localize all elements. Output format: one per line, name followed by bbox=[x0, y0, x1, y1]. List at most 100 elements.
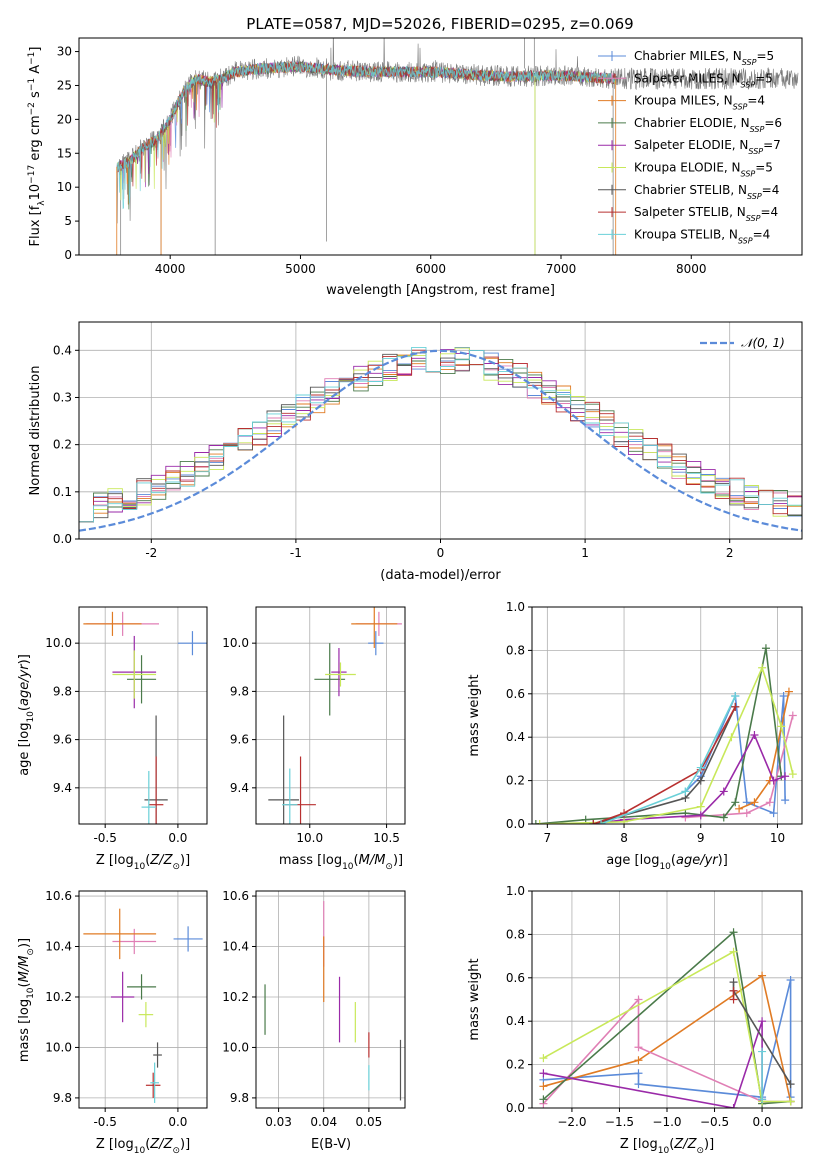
weight-series-line bbox=[758, 1047, 767, 1104]
data-point bbox=[83, 908, 157, 960]
series-marker bbox=[758, 1095, 767, 1104]
data-point bbox=[127, 974, 157, 1000]
x-tick-label: -1 bbox=[290, 546, 302, 560]
y-tick-label: 10.6 bbox=[222, 889, 249, 903]
x-tick-label: 0.0 bbox=[168, 1115, 187, 1129]
series-marker bbox=[777, 722, 786, 731]
panel-mass-weight-vs-age: 7 8 9 10 0.0 0.2 0.4 0.6 0.8 1.0 mass weight age [l… bbox=[467, 600, 803, 872]
series-marker bbox=[696, 811, 705, 820]
weight-series bbox=[539, 928, 795, 1108]
series-marker bbox=[761, 644, 770, 653]
series-marker bbox=[750, 798, 759, 807]
x-tick-label: 10 bbox=[770, 831, 785, 845]
panel-mass-vs-EBV: 0.03 0.04 0.05 9.8 10.0 10.2 10.4 10.6 E(B-V) bbox=[222, 889, 406, 1152]
y-tick-label: 0.2 bbox=[53, 438, 72, 452]
y-tick-label: 0.0 bbox=[506, 1101, 525, 1115]
legend-label: Chabrier ELODIE, NSSP=6 bbox=[634, 116, 782, 133]
weight-series-line bbox=[729, 986, 738, 1004]
y-axis-label: mass weight bbox=[467, 958, 482, 1040]
y-tick-label: 10.2 bbox=[222, 990, 249, 1004]
y-tick-label: 0.8 bbox=[506, 643, 525, 657]
series-marker bbox=[781, 796, 790, 805]
y-tick-label: 0.2 bbox=[506, 774, 525, 788]
x-axis-label: Z [log10(Z/Z⊙)] bbox=[620, 1137, 714, 1156]
y-tick-label: 0.4 bbox=[53, 343, 72, 357]
legend-label: Kroupa STELIB, NSSP=4 bbox=[634, 227, 770, 245]
x-tick-label: 0.03 bbox=[265, 1115, 292, 1129]
legend-label: Chabrier MILES, NSSP=5 bbox=[634, 49, 774, 67]
series-path bbox=[738, 691, 790, 810]
data-point bbox=[112, 928, 157, 955]
y-tick-label: 0.6 bbox=[506, 687, 525, 701]
series-marker bbox=[731, 691, 740, 700]
panel-spectrum: 4000 5000 6000 7000 8000 0 5 10 15 20 25 30 waveleng… bbox=[27, 37, 803, 298]
series-marker bbox=[719, 813, 728, 822]
histogram-series bbox=[79, 346, 802, 523]
series-marker bbox=[750, 731, 759, 740]
series-path bbox=[600, 695, 737, 824]
data-point bbox=[268, 715, 300, 824]
series-marker bbox=[731, 798, 740, 807]
error-bars bbox=[268, 607, 402, 824]
x-tick-label: 0.04 bbox=[310, 1115, 337, 1129]
series-marker bbox=[758, 1017, 767, 1026]
model-spectrum bbox=[116, 61, 616, 210]
x-tick-label: 10.5 bbox=[373, 831, 400, 845]
data-point bbox=[138, 1002, 154, 1028]
legend-label: Salpeter ELODIE, NSSP=7 bbox=[634, 138, 781, 156]
series-marker bbox=[634, 1043, 643, 1052]
x-tick-label: 1 bbox=[581, 546, 589, 560]
x-axis-label: mass [log10(M/M⊙)] bbox=[279, 853, 403, 872]
axes-frame bbox=[531, 890, 803, 1109]
y-tick-label: 10 bbox=[57, 180, 72, 194]
y-tick-label: 20 bbox=[57, 112, 72, 126]
histograms bbox=[79, 346, 802, 532]
y-axis-label: mass weight bbox=[467, 674, 482, 756]
x-tick-label: 8 bbox=[620, 831, 628, 845]
x-tick-label: 0.0 bbox=[753, 1115, 772, 1129]
x-tick-label: 6000 bbox=[415, 262, 446, 276]
x-axis-label: Z [log10(Z/Z⊙)] bbox=[96, 853, 190, 872]
y-axis-label: Flux [fλ10−17 erg cm−2 s−1 A−1] bbox=[27, 47, 47, 247]
series-marker bbox=[786, 975, 795, 984]
y-axis-label: Normed distribution bbox=[28, 366, 43, 496]
x-axis-label: age [log10(age/yr)] bbox=[606, 853, 728, 872]
series-marker bbox=[539, 1054, 548, 1063]
legend: Chabrier MILES, NSSP=5 Salpeter MILES, NS… bbox=[598, 49, 782, 245]
series-marker bbox=[786, 1080, 795, 1089]
data-point bbox=[173, 926, 203, 952]
weight-series-line bbox=[681, 711, 797, 822]
series-marker bbox=[727, 733, 736, 742]
legend-label: Salpeter STELIB, NSSP=4 bbox=[634, 205, 778, 223]
axes-frame bbox=[531, 606, 803, 825]
data-point bbox=[368, 631, 384, 656]
weight-series-line bbox=[597, 691, 740, 824]
series-marker bbox=[729, 986, 738, 995]
series-marker bbox=[758, 971, 767, 980]
error-bars bbox=[83, 611, 207, 824]
weight-series-line bbox=[735, 687, 793, 813]
panel-mass-vs-Z: -0.5 0.0 9.8 10.0 10.2 10.4 10.6 Z [log10(Z/Z⊙)… bbox=[17, 889, 208, 1156]
y-tick-label: 0.2 bbox=[506, 1058, 525, 1072]
data-point bbox=[145, 1072, 161, 1098]
y-tick-label: 0.4 bbox=[506, 1014, 525, 1028]
y-tick-label: 1.0 bbox=[506, 884, 525, 898]
y-tick-label: 10.6 bbox=[45, 889, 72, 903]
series-marker bbox=[539, 1095, 548, 1104]
histogram-series bbox=[79, 358, 802, 523]
series-marker bbox=[620, 817, 629, 824]
y-tick-label: 10.0 bbox=[45, 1040, 72, 1054]
y-tick-label: 1.0 bbox=[506, 600, 525, 614]
x-tick-label: 7 bbox=[544, 831, 552, 845]
data-point bbox=[111, 971, 135, 1023]
series-marker bbox=[532, 820, 540, 824]
data-point bbox=[177, 631, 207, 656]
data-point bbox=[282, 768, 298, 824]
data-point bbox=[331, 647, 347, 697]
legend-label: 𝒩(0, 1) bbox=[741, 336, 785, 350]
y-axis-label: age [log10(age/yr)] bbox=[17, 654, 36, 776]
weight-series-line bbox=[589, 702, 740, 824]
x-tick-label: 4000 bbox=[155, 262, 186, 276]
series-marker bbox=[758, 663, 767, 672]
series-marker bbox=[781, 772, 790, 781]
